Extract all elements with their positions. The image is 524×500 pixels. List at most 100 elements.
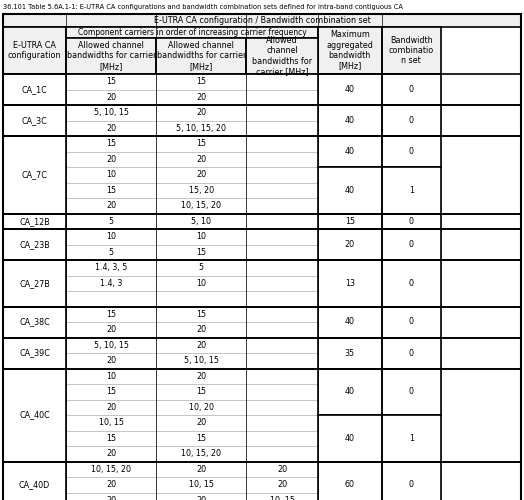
Text: 40: 40 bbox=[345, 85, 355, 94]
Bar bbox=[66, 400, 156, 415]
Bar bbox=[66, 384, 156, 400]
Text: 0: 0 bbox=[409, 217, 413, 226]
Text: 20: 20 bbox=[106, 480, 116, 489]
Bar bbox=[3, 152, 66, 167]
Bar bbox=[3, 244, 66, 260]
Bar bbox=[3, 306, 521, 338]
Bar bbox=[246, 120, 318, 136]
Text: 20: 20 bbox=[196, 93, 206, 102]
Text: 20: 20 bbox=[196, 108, 206, 117]
Bar bbox=[156, 291, 246, 306]
Text: 0: 0 bbox=[409, 480, 413, 489]
Text: CA_40C: CA_40C bbox=[19, 410, 50, 420]
Bar bbox=[66, 152, 156, 167]
Bar bbox=[318, 214, 381, 229]
Text: 10, 20: 10, 20 bbox=[189, 403, 214, 412]
Bar bbox=[66, 477, 156, 492]
Bar bbox=[381, 260, 441, 306]
Bar bbox=[3, 446, 66, 462]
Text: 15: 15 bbox=[196, 77, 206, 86]
Text: 10: 10 bbox=[106, 232, 116, 241]
Bar bbox=[66, 368, 156, 384]
Bar bbox=[381, 306, 441, 338]
Text: 20: 20 bbox=[106, 496, 116, 500]
Bar bbox=[381, 400, 441, 415]
Bar bbox=[318, 368, 381, 415]
Text: 20: 20 bbox=[196, 418, 206, 427]
Bar bbox=[246, 400, 318, 415]
Bar bbox=[3, 105, 521, 136]
Bar bbox=[156, 38, 246, 74]
Text: 10, 15: 10, 15 bbox=[99, 418, 124, 427]
Text: Bandwidth
combinatio
n set: Bandwidth combinatio n set bbox=[389, 36, 434, 66]
Bar bbox=[246, 368, 318, 384]
Bar bbox=[3, 276, 66, 291]
Bar bbox=[66, 260, 156, 276]
Text: 5: 5 bbox=[108, 217, 114, 226]
Bar bbox=[156, 167, 246, 182]
Bar bbox=[318, 229, 381, 244]
Bar bbox=[3, 167, 66, 182]
Bar bbox=[246, 322, 318, 338]
Text: 20: 20 bbox=[106, 356, 116, 365]
Text: 15: 15 bbox=[106, 310, 116, 319]
Bar bbox=[318, 120, 381, 136]
Bar bbox=[318, 74, 381, 90]
Text: CA_3C: CA_3C bbox=[21, 116, 48, 125]
Text: 20: 20 bbox=[196, 496, 206, 500]
Text: CA_40D: CA_40D bbox=[19, 480, 50, 489]
Bar bbox=[246, 74, 318, 90]
Bar bbox=[318, 136, 381, 167]
Bar bbox=[246, 477, 318, 492]
Text: 35: 35 bbox=[345, 348, 355, 358]
Text: CA_38C: CA_38C bbox=[19, 318, 50, 326]
Bar bbox=[246, 353, 318, 368]
Bar bbox=[66, 182, 156, 198]
Bar bbox=[318, 152, 381, 167]
Bar bbox=[318, 182, 381, 198]
Text: 15: 15 bbox=[196, 248, 206, 257]
Bar bbox=[318, 90, 381, 105]
Bar bbox=[3, 260, 66, 276]
Text: 15: 15 bbox=[196, 387, 206, 396]
Bar bbox=[3, 492, 66, 500]
Bar bbox=[156, 400, 246, 415]
Bar bbox=[3, 136, 66, 152]
Text: 20: 20 bbox=[277, 465, 287, 474]
Bar bbox=[156, 353, 246, 368]
Bar bbox=[156, 276, 246, 291]
Bar bbox=[66, 229, 156, 244]
Text: 15, 20: 15, 20 bbox=[189, 186, 214, 194]
Bar bbox=[3, 214, 66, 229]
Bar bbox=[3, 105, 66, 120]
Bar bbox=[66, 198, 156, 214]
Text: 10: 10 bbox=[196, 279, 206, 288]
Text: 20: 20 bbox=[277, 480, 287, 489]
Bar bbox=[381, 198, 441, 214]
Bar bbox=[156, 229, 246, 244]
Bar bbox=[318, 136, 381, 152]
Bar bbox=[246, 90, 318, 105]
Text: 60: 60 bbox=[345, 480, 355, 489]
Text: CA_12B: CA_12B bbox=[19, 217, 50, 226]
Text: 40: 40 bbox=[345, 116, 355, 125]
Bar bbox=[381, 477, 441, 492]
Bar bbox=[381, 214, 441, 229]
Text: 0: 0 bbox=[409, 387, 413, 396]
Bar bbox=[381, 90, 441, 105]
Bar bbox=[381, 229, 441, 260]
Bar bbox=[66, 244, 156, 260]
Bar bbox=[66, 322, 156, 338]
Bar bbox=[156, 105, 246, 120]
Bar bbox=[381, 353, 441, 368]
Bar bbox=[66, 415, 156, 430]
Bar bbox=[318, 430, 381, 446]
Bar bbox=[156, 260, 246, 276]
Text: 20: 20 bbox=[345, 240, 355, 249]
Text: 15: 15 bbox=[345, 217, 355, 226]
Text: 36.101 Table 5.6A.1-1: E-UTRA CA configurations and bandwidth combination sets d: 36.101 Table 5.6A.1-1: E-UTRA CA configu… bbox=[3, 4, 403, 10]
Bar bbox=[3, 14, 521, 27]
Bar bbox=[66, 214, 156, 229]
Bar bbox=[318, 400, 381, 415]
Bar bbox=[3, 260, 66, 306]
